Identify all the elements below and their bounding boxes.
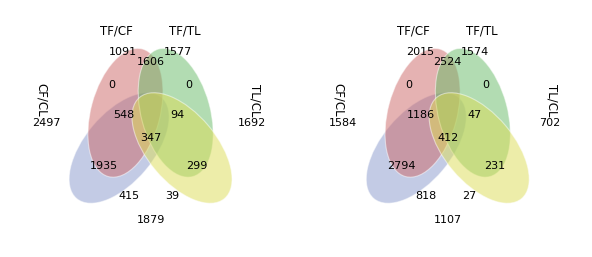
Ellipse shape	[435, 48, 510, 177]
Text: 1879: 1879	[136, 215, 165, 225]
Text: 1186: 1186	[407, 110, 435, 120]
Text: 412: 412	[437, 133, 458, 143]
Ellipse shape	[366, 93, 466, 203]
Text: CF/CL: CF/CL	[332, 83, 345, 117]
Text: 39: 39	[165, 191, 179, 201]
Text: 2497: 2497	[32, 118, 60, 128]
Text: 1584: 1584	[329, 118, 358, 128]
Ellipse shape	[385, 48, 460, 177]
Text: 2015: 2015	[406, 47, 434, 57]
Text: 299: 299	[186, 161, 208, 171]
Text: TL/CL: TL/CL	[249, 84, 262, 116]
Text: 1692: 1692	[239, 118, 266, 128]
Text: 818: 818	[416, 191, 437, 201]
Text: 0: 0	[482, 80, 489, 90]
Text: 0: 0	[406, 80, 412, 90]
Text: 94: 94	[170, 110, 184, 120]
Text: 1606: 1606	[137, 58, 165, 68]
Text: 1574: 1574	[461, 47, 490, 57]
Text: 47: 47	[467, 110, 481, 120]
Text: TF/TL: TF/TL	[169, 24, 200, 38]
Text: 231: 231	[484, 161, 505, 171]
Text: TL/CL: TL/CL	[546, 84, 559, 116]
Text: 27: 27	[462, 191, 476, 201]
Text: 1091: 1091	[109, 47, 137, 57]
Ellipse shape	[132, 93, 232, 203]
Text: TF/TL: TF/TL	[466, 24, 497, 38]
Text: 2524: 2524	[433, 58, 462, 68]
Text: 1935: 1935	[90, 161, 118, 171]
Text: 347: 347	[140, 133, 161, 143]
Text: 2794: 2794	[387, 161, 416, 171]
Text: 1577: 1577	[164, 47, 192, 57]
Ellipse shape	[429, 93, 529, 203]
Text: 0: 0	[185, 80, 192, 90]
Text: 415: 415	[118, 191, 140, 201]
Text: CF/CL: CF/CL	[35, 83, 47, 117]
Text: TF/CF: TF/CF	[100, 24, 133, 38]
Text: 702: 702	[539, 118, 560, 128]
Ellipse shape	[69, 93, 169, 203]
Text: 0: 0	[108, 80, 115, 90]
Text: 548: 548	[114, 110, 135, 120]
Ellipse shape	[138, 48, 213, 177]
Text: 1107: 1107	[434, 215, 462, 225]
Ellipse shape	[88, 48, 163, 177]
Text: TF/CF: TF/CF	[397, 24, 430, 38]
